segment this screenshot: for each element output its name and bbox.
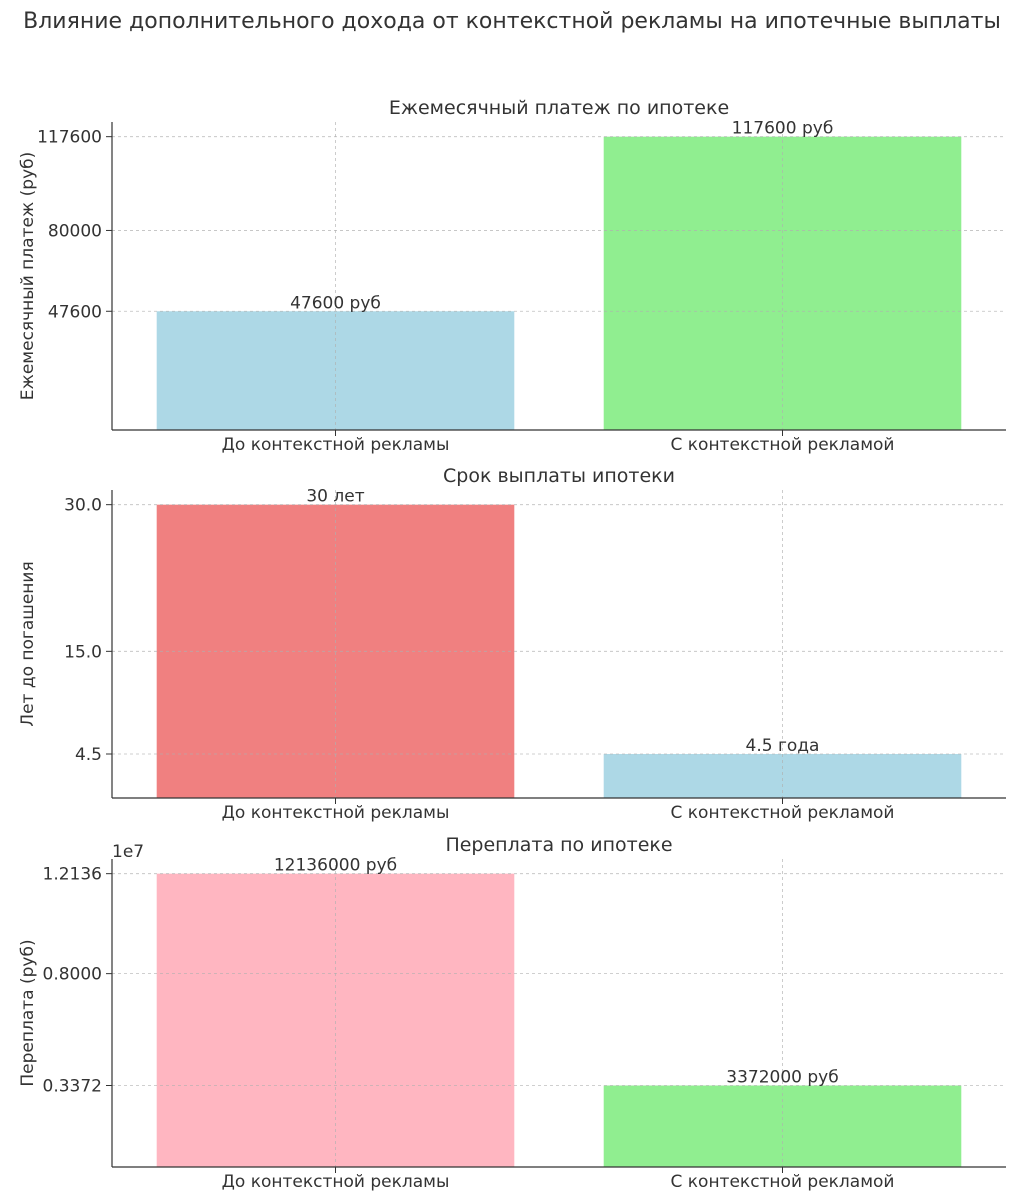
subplot-title: Срок выплаты ипотеки xyxy=(443,465,675,487)
y-axis-label: Лет до погашения xyxy=(18,561,38,726)
y-axis-label: Переплата (руб) xyxy=(18,939,38,1086)
subplot-title: Переплата по ипотеке xyxy=(445,834,672,856)
x-tick-label: До контекстной рекламы xyxy=(222,1172,450,1192)
y-tick-label: 30.0 xyxy=(64,496,102,516)
y-tick-label: 1.2136 xyxy=(43,865,102,885)
x-tick-label: До контекстной рекламы xyxy=(222,803,450,823)
bar-value-label: 12136000 руб xyxy=(274,856,397,876)
x-tick-label: До контекстной рекламы xyxy=(222,435,450,455)
bar-value-label: 47600 руб xyxy=(290,293,381,313)
y-tick-label: 15.0 xyxy=(64,642,102,662)
x-tick-label: С контекстной рекламой xyxy=(671,803,895,823)
y-tick-label: 0.8000 xyxy=(43,965,102,985)
figure-title: Влияние дополнительного дохода от контек… xyxy=(23,9,1001,34)
y-tick-label: 4.5 xyxy=(75,745,102,765)
x-tick-label: С контекстной рекламой xyxy=(671,1172,895,1192)
bar-value-label: 4.5 года xyxy=(746,736,820,756)
bar-value-label: 3372000 руб xyxy=(726,1067,838,1087)
y-axis-offset-text: 1e7 xyxy=(112,842,144,862)
y-tick-label: 47600 xyxy=(48,302,102,322)
y-axis-label: Ежемесячный платеж (руб) xyxy=(18,152,38,400)
bar-value-label: 117600 руб xyxy=(732,119,834,139)
subplot-title: Ежемесячный платеж по ипотеке xyxy=(389,97,729,119)
y-tick-label: 80000 xyxy=(48,221,102,241)
y-tick-label: 117600 xyxy=(37,128,102,148)
x-tick-label: С контекстной рекламой xyxy=(671,435,895,455)
bar-value-label: 30 лет xyxy=(306,487,364,507)
y-tick-label: 0.3372 xyxy=(43,1076,102,1096)
